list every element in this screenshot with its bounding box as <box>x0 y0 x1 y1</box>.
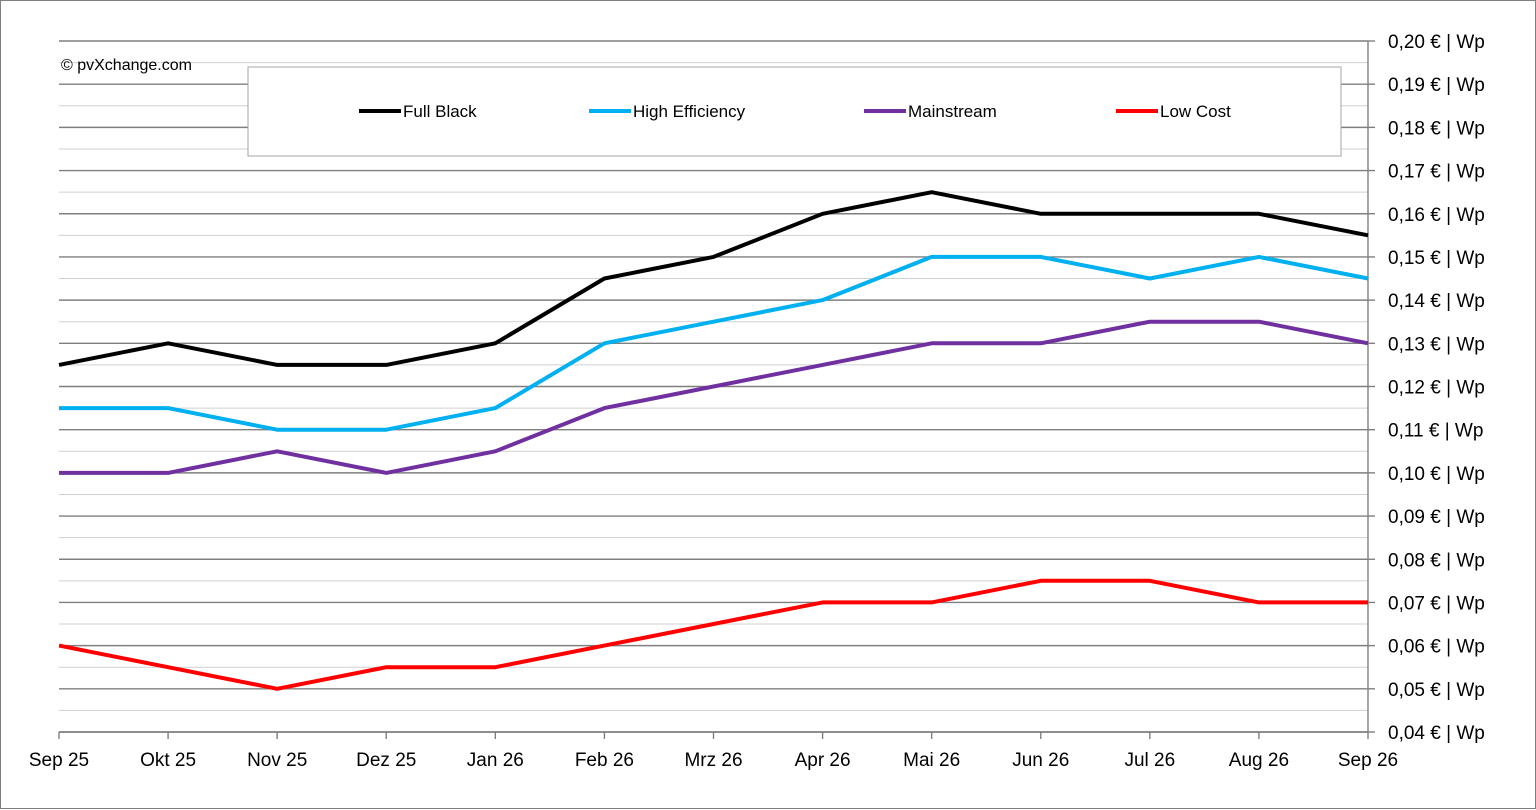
series-line-mainstream <box>59 319 1369 475</box>
y-tick-label: 0,16 € | Wp <box>1388 205 1485 226</box>
axes: 0,20 € | Wp 0,19 € | Wp 0,18 € | Wp 0,17 € … <box>29 32 1485 771</box>
x-tick-label: Sep 25 <box>29 750 89 771</box>
copyright-label: © pvXchange.com <box>61 57 192 74</box>
y-tick-label: 0,09 € | Wp <box>1388 507 1485 528</box>
x-tick-label: Mrz 26 <box>684 750 742 771</box>
y-tick-label: 0,20 € | Wp <box>1388 32 1485 53</box>
y-tick-label: 0,11 € | Wp <box>1388 421 1483 442</box>
x-tick-label: Jul 26 <box>1124 750 1175 771</box>
series-lines <box>58 190 1369 691</box>
y-tick-label: 0,07 € | Wp <box>1388 593 1485 614</box>
x-tick-label: Dez 25 <box>356 750 416 771</box>
series-line-full-black <box>58 190 1369 367</box>
y-tick-label: 0,10 € | Wp <box>1388 464 1485 485</box>
y-tick-label: 0,08 € | Wp <box>1388 550 1485 571</box>
x-tick-label: Jan 26 <box>467 750 524 771</box>
x-tick-label: Jun 26 <box>1012 750 1069 771</box>
y-tick-label: 0,19 € | Wp <box>1388 75 1485 96</box>
y-tick-label: 0,14 € | Wp <box>1388 291 1485 312</box>
x-tick-label: Sep 26 <box>1338 750 1398 771</box>
legend-label-full-black: Full Black <box>403 102 477 121</box>
y-tick-label: 0,15 € | Wp <box>1388 248 1485 269</box>
y-tick-label: 0,17 € | Wp <box>1388 162 1485 183</box>
y-tick-label: 0,04 € | Wp <box>1388 723 1485 744</box>
x-tick-label: Apr 26 <box>795 750 851 771</box>
series-line-low-cost <box>58 578 1368 691</box>
y-tick-label: 0,05 € | Wp <box>1388 680 1485 701</box>
y-tick-label: 0,13 € | Wp <box>1388 334 1485 355</box>
x-tick-label: Aug 26 <box>1229 750 1289 771</box>
legend-box <box>247 66 1342 157</box>
x-tick-label: Feb 26 <box>575 750 634 771</box>
legend-label-high-efficiency: High Efficiency <box>633 102 746 121</box>
x-tick-label: Mai 26 <box>903 750 960 771</box>
legend-label-low-cost: Low Cost <box>1160 102 1231 121</box>
legend-label-mainstream: Mainstream <box>908 102 997 121</box>
y-tick-label: 0,12 € | Wp <box>1388 378 1485 399</box>
legend: Full Black High Efficiency Mainstream Low C… <box>247 66 1342 157</box>
x-tick-label: Nov 25 <box>247 750 307 771</box>
x-tick-label: Okt 25 <box>140 750 196 771</box>
y-tick-label: 0,06 € | Wp <box>1388 637 1485 658</box>
y-tick-label: 0,18 € | Wp <box>1388 118 1485 139</box>
series-line-high-efficiency <box>59 254 1369 432</box>
